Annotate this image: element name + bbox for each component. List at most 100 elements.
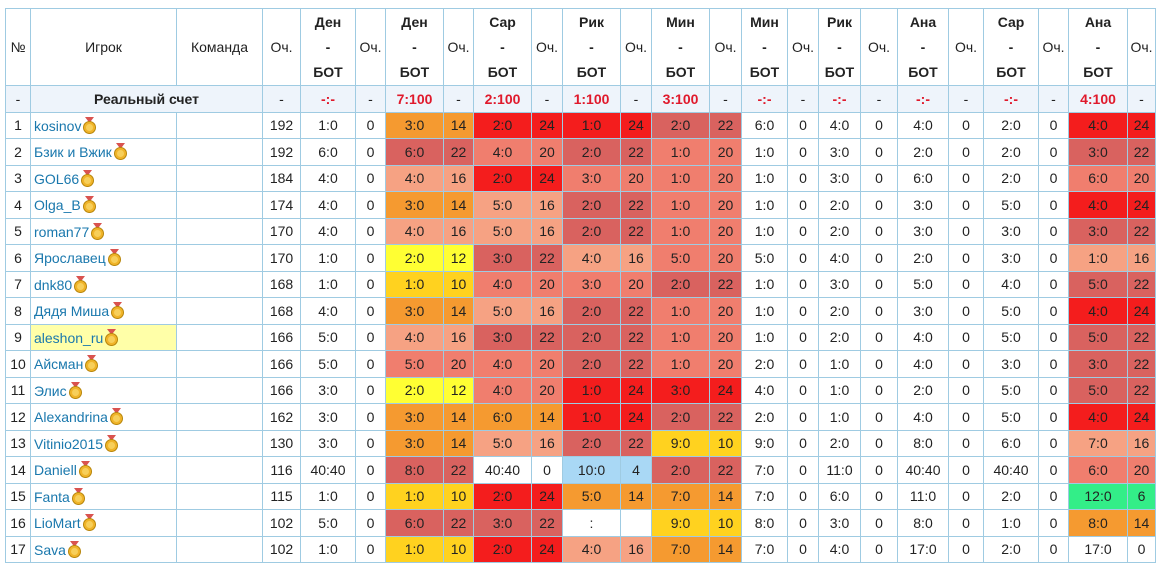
match-score: 3:0 bbox=[385, 191, 444, 219]
match-score: 3:0 bbox=[300, 429, 356, 457]
match-score: 4:0 bbox=[473, 270, 532, 298]
match-score: 4:0 bbox=[473, 350, 532, 378]
header-match: Сар - БОТ bbox=[473, 8, 532, 86]
player-name[interactable]: Olga_B bbox=[34, 197, 81, 214]
match-score: 5:0 bbox=[473, 217, 532, 245]
match-score: 7:0 bbox=[741, 535, 788, 563]
match-score: 1:0 bbox=[651, 297, 710, 325]
match-score: 3:0 bbox=[300, 376, 356, 404]
match-points: 0 bbox=[355, 270, 386, 298]
player-name[interactable]: dnk80 bbox=[34, 276, 73, 293]
team-cell bbox=[176, 164, 263, 192]
match-score: 4:0 bbox=[300, 164, 356, 192]
player-name[interactable]: Ярославец bbox=[34, 250, 106, 267]
player-name[interactable]: Элис bbox=[34, 382, 67, 399]
player-name[interactable]: Айсман bbox=[34, 356, 84, 373]
match-score: 6:0 bbox=[741, 111, 788, 139]
match-score: 2:0 bbox=[385, 376, 444, 404]
match-score: 3:0 bbox=[1068, 350, 1128, 378]
row-number: 5 bbox=[5, 217, 31, 245]
match-points: 0 bbox=[860, 138, 898, 166]
header-match: Сар - БОТ bbox=[983, 8, 1039, 86]
match-score: 3:0 bbox=[651, 376, 710, 404]
match-score: 4:0 bbox=[300, 191, 356, 219]
real-score-points: - bbox=[620, 85, 652, 113]
match-score: 3:0 bbox=[897, 191, 949, 219]
real-score-row: - Реальный счет - -:- -7:100-2:100-1:100-… bbox=[5, 85, 1156, 113]
player-name[interactable]: Бзик и Вжик bbox=[34, 144, 112, 161]
header-match-points: Оч. bbox=[620, 8, 652, 86]
real-score-points: - bbox=[531, 85, 563, 113]
player-name[interactable]: Fanta bbox=[34, 488, 70, 505]
match-score: 6:0 bbox=[1068, 164, 1128, 192]
match-score: 2:0 bbox=[385, 244, 444, 272]
match-points: 14 bbox=[531, 403, 563, 431]
player-name[interactable]: Sava bbox=[34, 541, 66, 558]
results-table: № Игрок Команда Оч. Ден - БОТ Оч. Ден - БОТ Оч.… bbox=[5, 8, 1156, 563]
real-score-points: - bbox=[709, 85, 742, 113]
player-name[interactable]: Alexandrina bbox=[34, 409, 108, 426]
match-points: 0 bbox=[1127, 535, 1156, 563]
match-points: 0 bbox=[860, 403, 898, 431]
header-match: Ана - БОТ bbox=[1068, 8, 1128, 86]
match-points: 20 bbox=[443, 350, 474, 378]
header-match: Рик - БОТ bbox=[818, 8, 861, 86]
table-body: - Реальный счет - -:- -7:100-2:100-1:100-… bbox=[5, 85, 1156, 563]
total-points: 102 bbox=[262, 509, 301, 537]
player-name[interactable]: GOL66 bbox=[34, 170, 80, 187]
real-score: 7:100 bbox=[385, 85, 444, 113]
match-score: 5:0 bbox=[562, 482, 621, 510]
header-match: Ден - БОТ bbox=[385, 8, 444, 86]
match-score: 1:0 bbox=[741, 191, 788, 219]
team-cell bbox=[176, 217, 263, 245]
row-number: 4 bbox=[5, 191, 31, 219]
match-score: 1:0 bbox=[651, 350, 710, 378]
match-points: 0 bbox=[860, 456, 898, 484]
player-row: 15 Fanta 115 1:0 0 1:0 10 2:0 24 5:0 14 7:0 14 7:0 0 6:… bbox=[5, 482, 1156, 510]
player-cell: Элис bbox=[30, 376, 177, 404]
match-points: 0 bbox=[787, 138, 819, 166]
match-points: 22 bbox=[709, 403, 742, 431]
medal-icon bbox=[91, 222, 105, 240]
match-points: 20 bbox=[709, 138, 742, 166]
match-score: 3:0 bbox=[562, 270, 621, 298]
match-points: 0 bbox=[355, 111, 386, 139]
match-points: 16 bbox=[443, 217, 474, 245]
player-name[interactable]: roman77 bbox=[34, 223, 90, 240]
player-name[interactable]: LioMart bbox=[34, 515, 81, 532]
player-row: 10 Айсман 166 5:0 0 5:0 20 4:0 20 2:0 22 1:0 20 2:0 0 1… bbox=[5, 350, 1156, 378]
player-name[interactable]: Daniell bbox=[34, 462, 77, 479]
match-points: 0 bbox=[948, 191, 984, 219]
match-score: 2:0 bbox=[741, 350, 788, 378]
player-name[interactable]: aleshon_ru bbox=[34, 329, 104, 346]
match-score: 17:0 bbox=[1068, 535, 1128, 563]
row-number: 1 bbox=[5, 111, 31, 139]
match-points: 0 bbox=[948, 535, 984, 563]
match-score: 2:0 bbox=[651, 270, 710, 298]
match-points: 22 bbox=[443, 138, 474, 166]
match-points: 14 bbox=[443, 191, 474, 219]
total-points: 184 bbox=[262, 164, 301, 192]
header-match: Мин - БОТ bbox=[741, 8, 788, 86]
match-score: 7:0 bbox=[741, 482, 788, 510]
match-points: 24 bbox=[1127, 191, 1156, 219]
match-score: 2:0 bbox=[818, 323, 861, 351]
medal-icon bbox=[74, 275, 88, 293]
player-name[interactable]: kosinov bbox=[34, 117, 82, 134]
match-points: 0 bbox=[1038, 482, 1069, 510]
real-score: -:- bbox=[983, 85, 1039, 113]
row-number: 15 bbox=[5, 482, 31, 510]
player-name[interactable]: Vitinio2015 bbox=[34, 435, 104, 452]
match-score: 2:0 bbox=[983, 482, 1039, 510]
player-name[interactable]: Дядя Миша bbox=[34, 303, 110, 320]
match-score: 2:0 bbox=[562, 429, 621, 457]
match-points: 20 bbox=[620, 270, 652, 298]
match-score: 1:0 bbox=[741, 217, 788, 245]
row-number: 13 bbox=[5, 429, 31, 457]
match-score: 6:0 bbox=[818, 482, 861, 510]
match-points: 22 bbox=[1127, 138, 1156, 166]
row-number: 17 bbox=[5, 535, 31, 563]
match-score: 4:0 bbox=[473, 138, 532, 166]
match-points: 14 bbox=[620, 482, 652, 510]
match-score: 1:0 bbox=[741, 323, 788, 351]
